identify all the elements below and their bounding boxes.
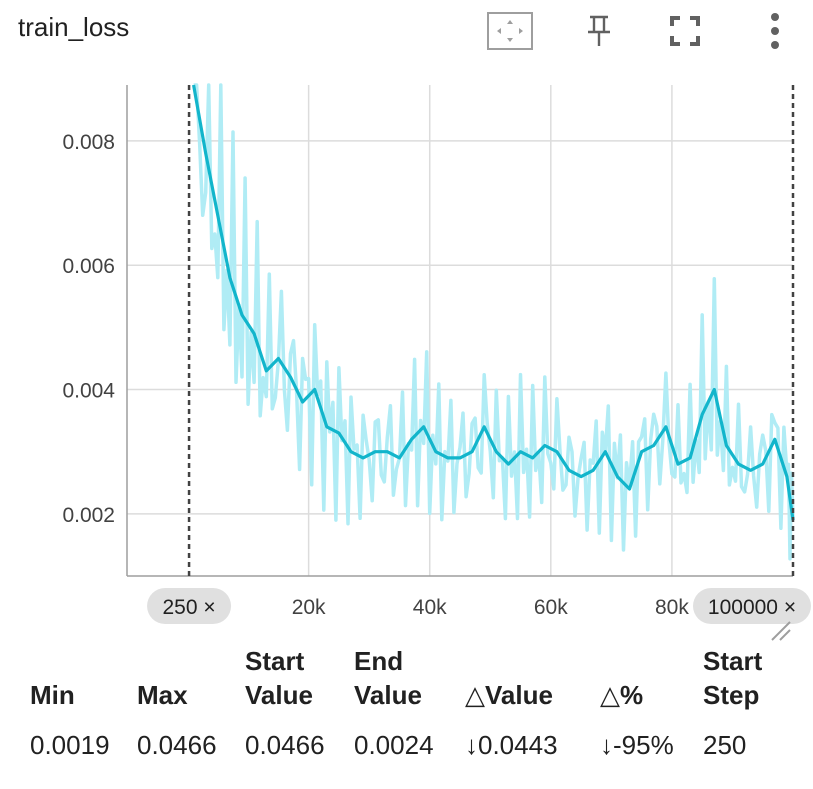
- y-tick-label: 0.004: [62, 380, 115, 403]
- stat-header: △%: [600, 680, 644, 710]
- stat-value: 0.0019: [30, 730, 110, 760]
- stat-header: End: [354, 646, 404, 676]
- stat-value: 0.0466: [245, 730, 325, 760]
- x-tick-label: 60k: [534, 596, 568, 619]
- stat-value: 0.0466: [137, 730, 217, 760]
- more-options-button[interactable]: [752, 10, 798, 52]
- stat-value: ↓0.0443: [465, 730, 558, 760]
- stat-header: Max: [137, 680, 188, 710]
- smoothed-loss-line: [192, 84, 795, 521]
- more-vert-icon: [771, 13, 779, 49]
- stat-header: Start: [703, 646, 763, 676]
- stat-header: Step: [703, 680, 760, 710]
- fit-domain-button[interactable]: [487, 10, 533, 52]
- range-chip[interactable]: [693, 588, 811, 624]
- chart-title: train_loss: [18, 12, 130, 42]
- x-tick-label: 40k: [413, 596, 447, 619]
- resize-handle-icon[interactable]: [768, 618, 792, 642]
- fullscreen-icon: [670, 16, 700, 46]
- stat-header: Value: [245, 680, 313, 710]
- x-tick-label: 80k: [655, 596, 689, 619]
- fit-domain-icon: [487, 12, 533, 50]
- y-tick-label: 0.006: [62, 255, 115, 278]
- pin-icon: [588, 15, 610, 46]
- stat-value: ↓-95%: [600, 730, 674, 760]
- stat-header: Min: [30, 680, 75, 710]
- stat-value: 0.0024: [354, 730, 434, 760]
- y-tick-label: 0.002: [62, 504, 115, 527]
- range-chip-label[interactable]: 100000 ×: [708, 596, 796, 619]
- stat-header: Start: [245, 646, 305, 676]
- fullscreen-button[interactable]: [662, 10, 708, 52]
- loss-chart[interactable]: 20k 40k 60k 80k 0.002 0.004 0.006 0.008 250 × 100…: [0, 70, 813, 630]
- range-chip-label[interactable]: 250 ×: [162, 596, 215, 619]
- pin-button[interactable]: [576, 10, 622, 52]
- raw-loss-line: [193, 83, 795, 561]
- range-chip[interactable]: [147, 588, 232, 624]
- stat-header: Value: [354, 680, 422, 710]
- x-tick-label: 20k: [292, 596, 326, 619]
- y-tick-label: 0.008: [62, 131, 115, 154]
- stat-header: △Value: [465, 680, 553, 710]
- stat-value: 250: [703, 730, 747, 760]
